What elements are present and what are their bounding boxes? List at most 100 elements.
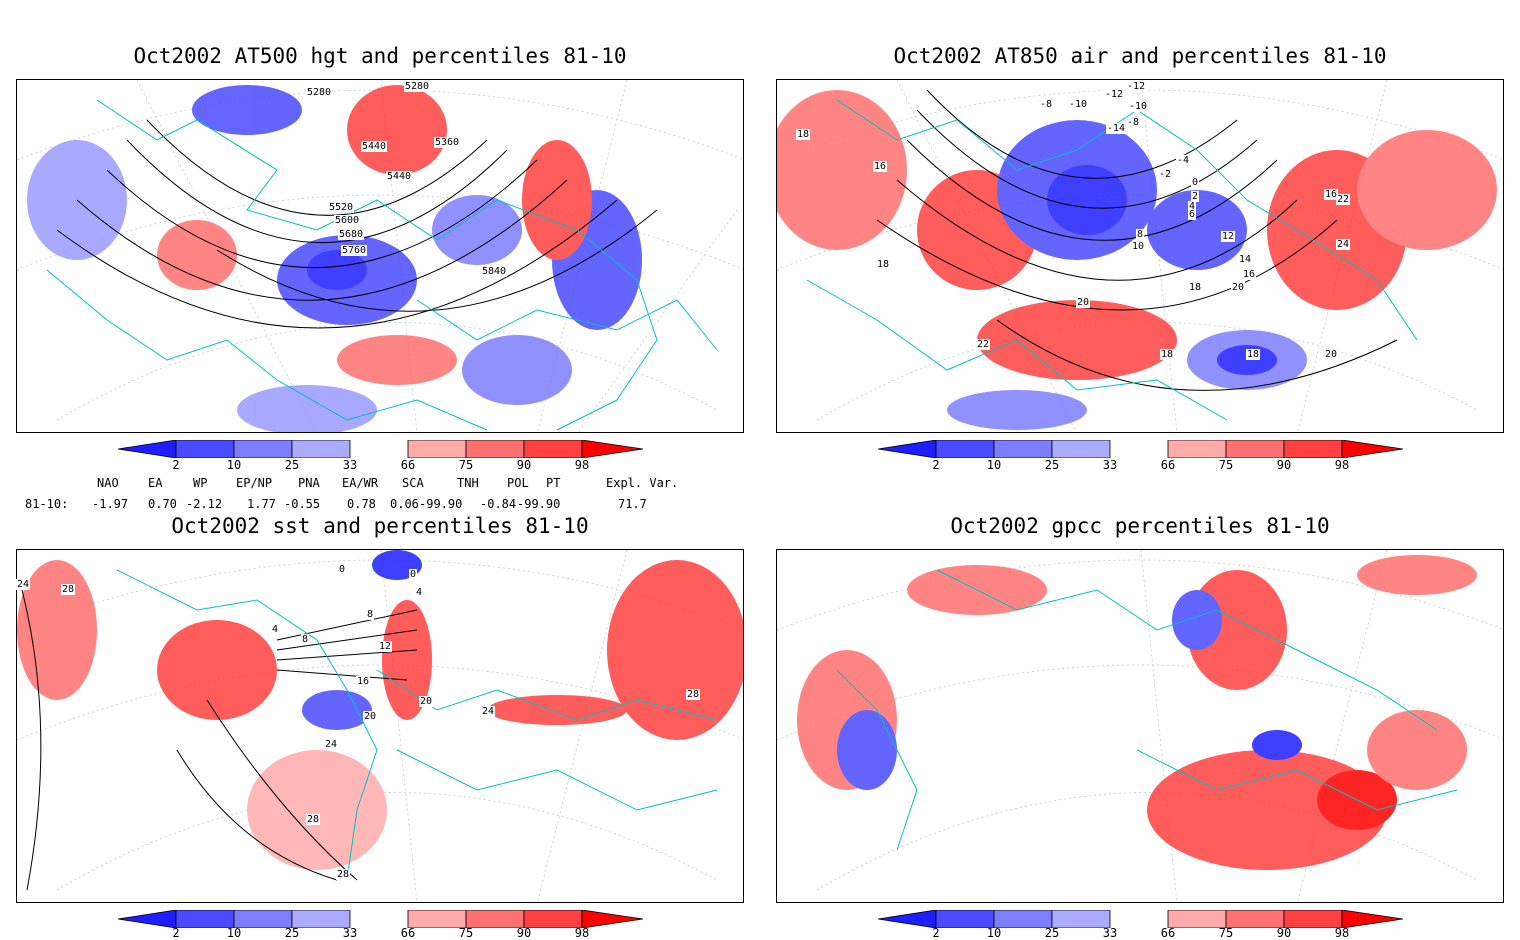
contour-label: 22 [1336,194,1351,205]
colorbar-tick: 10 [986,458,1002,472]
colorbar-tick: 90 [1276,926,1292,940]
contour-label: 18 [1246,349,1261,360]
index-name-pna: PNA [298,476,320,490]
contour-label: 14 [1238,254,1253,265]
index-value-epnp: 1.77 [247,497,276,511]
index-value-pna: -0.55 [284,497,321,511]
colorbar-tick: 90 [1276,458,1292,472]
colorbar-tick: 25 [284,458,300,472]
map-air850-graphic [777,80,1503,432]
colorbar-tick: 75 [458,458,474,472]
colorbar-tick: 10 [226,458,242,472]
colorbar-air850: 2 10 25 33 66 75 90 98 [877,439,1404,472]
colorbar-tick: 90 [516,458,532,472]
index-value-ea: 0.70 [148,497,177,511]
colorbar-tick: 90 [516,926,532,940]
contour-label: 28 [336,869,351,880]
contour-label: 5440 [361,141,388,152]
index-value-nao: -1.97 [92,497,129,511]
contour-label: -14 [1106,123,1127,134]
contour-label: 24 [324,739,339,750]
map-sst-graphic [17,550,743,902]
colorbar-tick: 66 [1160,458,1176,472]
colorbar-tick: 25 [1044,926,1060,940]
index-value-pol: -0.84 [480,497,517,511]
colorbar-hgt500-graphic [117,439,644,459]
map-panel-air850 [776,79,1504,433]
contour-label: 4 [415,587,424,598]
contour-label: 6 [1188,209,1197,220]
colorbar-tick: 2 [172,458,180,472]
contour-label: -8 [1126,117,1141,128]
contour-label: 8 [1136,229,1145,240]
colorbar-air850-graphic [877,439,1404,459]
contour-label: 5360 [434,137,461,148]
map-panel-sst [16,549,744,903]
index-value-pt: -99.90 [517,497,561,511]
index-name-ea: EA [148,476,163,490]
colorbar-tick: 75 [1218,926,1234,940]
contour-label: 5680 [338,229,365,240]
contour-label: 5600 [334,215,361,226]
colorbar-gpcc-graphic [877,909,1404,929]
contour-label: 10 [1131,241,1146,252]
colorbar-tick: 33 [342,926,358,940]
index-name-pol: POL [507,476,529,490]
panel-title-sst: Oct2002 sst and percentiles 81-10 [171,514,589,538]
map-hgt500-graphic [17,80,743,432]
contour-label: 18 [1188,282,1203,293]
colorbar-sst: 2 10 25 33 66 75 90 98 [117,909,644,940]
index-name-nao: NAO [97,476,119,490]
colorbar-tick: 98 [574,926,590,940]
colorbar-tick: 33 [1102,458,1118,472]
contour-label: 20 [1231,282,1246,293]
contour-label: 12 [378,641,393,652]
colorbar-tick: 98 [1334,926,1350,940]
index-value-explvar: 71.7 [618,497,647,511]
colorbar-tick: 66 [400,458,416,472]
contour-label: 24 [16,579,31,590]
contour-label: 24 [1336,239,1351,250]
contour-label: 4 [1188,201,1197,212]
index-row-label: 81-10: [25,497,69,511]
contour-label: 5280 [404,81,431,92]
colorbar-tick: 33 [1102,926,1118,940]
colorbar-tick: 98 [574,458,590,472]
contour-label: -10 [1128,101,1149,112]
contour-label: 0 [1191,177,1200,188]
contour-label: 5760 [341,245,368,256]
colorbar-tick: 98 [1334,458,1350,472]
contour-label: 20 [1324,349,1339,360]
colorbar-sst-graphic [117,909,644,929]
contour-label: 5520 [328,202,355,213]
colorbar-tick: 33 [342,458,358,472]
colorbar-hgt500: 2 10 25 33 66 75 90 98 [117,439,644,472]
contour-label: 8 [301,634,310,645]
contour-label: -10 [1068,99,1089,110]
contour-label: 16 [1242,269,1257,280]
contour-label: -2 [1158,169,1173,180]
contour-label: 2 [1191,191,1200,202]
colorbar-gpcc: 2 10 25 33 66 75 90 98 [877,909,1404,940]
index-name-wp: WP [193,476,208,490]
index-value-sca: 0.06 [390,497,419,511]
contour-label: 20 [1076,297,1091,308]
contour-label: 28 [61,584,76,595]
colorbar-tick: 66 [1160,926,1176,940]
contour-label: 4 [271,624,280,635]
contour-label: -12 [1126,81,1147,92]
contour-label: 28 [686,689,701,700]
contour-label: 18 [796,129,811,140]
colorbar-tick: 66 [400,926,416,940]
colorbar-tick: 75 [458,926,474,940]
contour-label: 16 [1324,189,1339,200]
contour-label: 24 [481,706,496,717]
contour-label: 5840 [481,266,508,277]
contour-label: 20 [419,696,434,707]
index-value-wp: -2.12 [186,497,223,511]
contour-label: 16 [873,161,888,172]
contour-label: 8 [366,609,375,620]
index-name-pt: PT [546,476,561,490]
contour-label: 20 [363,711,378,722]
contour-label: 28 [306,814,321,825]
